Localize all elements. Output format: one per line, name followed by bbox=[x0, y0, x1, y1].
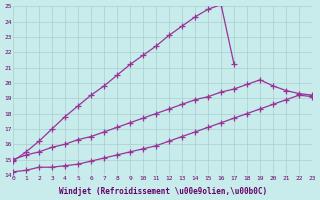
X-axis label: Windjet (Refroidissement \u00e9olien,\u00b0C): Windjet (Refroidissement \u00e9olien,\u0… bbox=[59, 187, 267, 196]
